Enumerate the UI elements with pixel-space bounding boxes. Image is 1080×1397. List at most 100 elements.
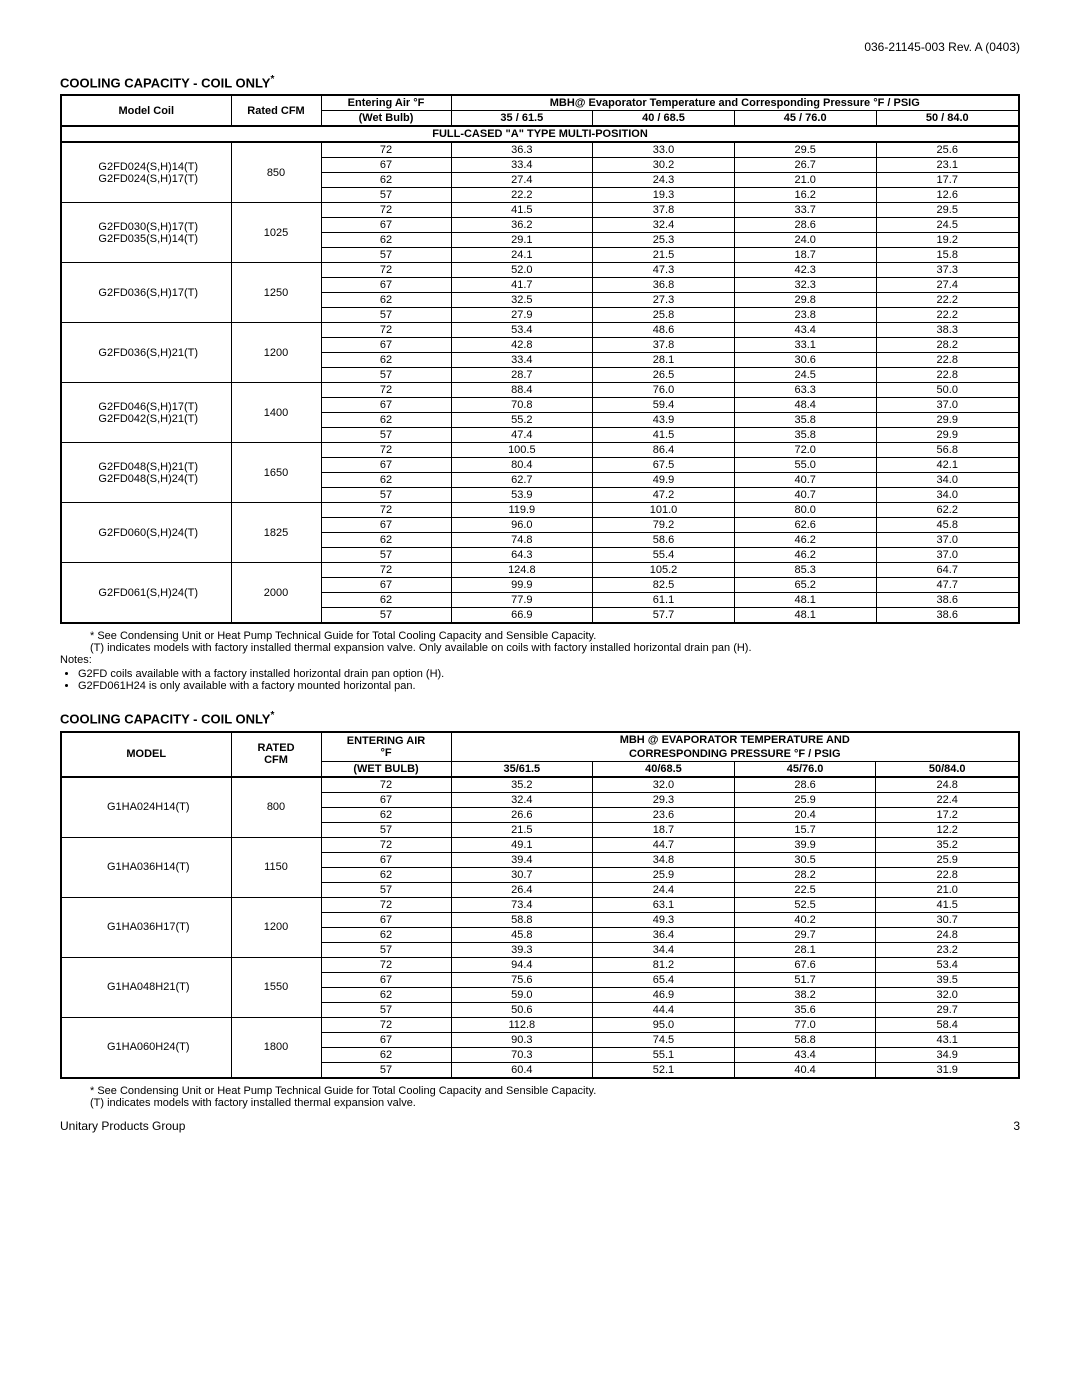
- cell: 81.2: [593, 957, 735, 972]
- cell: 46.2: [734, 548, 876, 563]
- cell: 96.0: [451, 518, 593, 533]
- cell: 57: [321, 368, 451, 383]
- cell: 33.4: [451, 158, 593, 173]
- cell: 48.1: [734, 608, 876, 624]
- cell: 29.8: [734, 293, 876, 308]
- cell: 74.5: [593, 1032, 735, 1047]
- cell: 800: [231, 777, 321, 838]
- notes2-star2: (T) indicates models with factory instal…: [90, 1097, 1020, 1109]
- cell: 50/84.0: [876, 761, 1019, 777]
- cell: FULL-CASED "A" TYPE MULTI-POSITION: [61, 126, 1019, 142]
- cell: 45 / 76.0: [734, 111, 876, 127]
- cell: 57: [321, 248, 451, 263]
- cell: 55.4: [593, 548, 735, 563]
- cell: 55.2: [451, 413, 593, 428]
- cell: 21.0: [734, 173, 876, 188]
- cell: 62: [321, 413, 451, 428]
- cell: 67: [321, 1032, 451, 1047]
- cell: 17.2: [876, 807, 1019, 822]
- cell: 53.4: [451, 323, 593, 338]
- cell: G2FD030(S,H)17(T)G2FD035(S,H)14(T): [61, 203, 231, 263]
- cell: 49.1: [451, 837, 593, 852]
- cell: 99.9: [451, 578, 593, 593]
- cell: 34.4: [593, 942, 735, 957]
- cell: 23.8: [734, 308, 876, 323]
- cell: 27.4: [876, 278, 1019, 293]
- cell: 37.8: [593, 338, 735, 353]
- cell: G2FD036(S,H)17(T): [61, 263, 231, 323]
- cell: 80.0: [734, 503, 876, 518]
- cell: 1650: [231, 443, 321, 503]
- cell: 40.7: [734, 473, 876, 488]
- cell: 35.8: [734, 413, 876, 428]
- cell: 23.2: [876, 942, 1019, 957]
- cell: 50.0: [876, 383, 1019, 398]
- cell: 47.2: [593, 488, 735, 503]
- cell: 24.5: [734, 368, 876, 383]
- cell: 95.0: [593, 1017, 735, 1032]
- cell: 30.7: [876, 912, 1019, 927]
- cell: 24.3: [593, 173, 735, 188]
- cell: RATEDCFM: [231, 732, 321, 777]
- cell: 40 / 68.5: [593, 111, 735, 127]
- cell: 37.0: [876, 398, 1019, 413]
- cell: 43.1: [876, 1032, 1019, 1047]
- cell: 67: [321, 218, 451, 233]
- cell: 42.8: [451, 338, 593, 353]
- table1: Model CoilRated CFMEntering Air °FMBH@ E…: [60, 94, 1020, 624]
- cell: 39.4: [451, 852, 593, 867]
- notes1-label: Notes:: [60, 654, 1020, 666]
- cell: 57: [321, 1062, 451, 1078]
- cell: 1550: [231, 957, 321, 1017]
- cell: 19.2: [876, 233, 1019, 248]
- cell: 32.4: [593, 218, 735, 233]
- cell: 30.2: [593, 158, 735, 173]
- cell: 37.3: [876, 263, 1019, 278]
- cell: 65.2: [734, 578, 876, 593]
- cell: 72: [321, 443, 451, 458]
- notes1-bullets: G2FD coils available with a factory inst…: [78, 668, 1020, 692]
- cell: 57: [321, 1002, 451, 1017]
- cell: 124.8: [451, 563, 593, 578]
- cell: 57: [321, 822, 451, 837]
- cell: 30.6: [734, 353, 876, 368]
- cell: 35.8: [734, 428, 876, 443]
- cell: 64.7: [876, 563, 1019, 578]
- cell: 77.9: [451, 593, 593, 608]
- cell: 63.1: [593, 897, 735, 912]
- cell: 57: [321, 308, 451, 323]
- cell: 32.3: [734, 278, 876, 293]
- cell: 46.2: [734, 533, 876, 548]
- cell: 57: [321, 882, 451, 897]
- cell: 62: [321, 533, 451, 548]
- cell: 22.2: [451, 188, 593, 203]
- cell: Entering Air °F: [321, 95, 451, 111]
- cell: 28.2: [876, 338, 1019, 353]
- cell: 62: [321, 987, 451, 1002]
- notes1-star1: * See Condensing Unit or Heat Pump Techn…: [90, 630, 1020, 642]
- cell: 24.8: [876, 927, 1019, 942]
- cell: 62: [321, 353, 451, 368]
- cell: 72: [321, 957, 451, 972]
- cell: 31.9: [876, 1062, 1019, 1078]
- cell: 1250: [231, 263, 321, 323]
- cell: 49.3: [593, 912, 735, 927]
- cell: 12.6: [876, 188, 1019, 203]
- cell: 74.8: [451, 533, 593, 548]
- cell: 50 / 84.0: [876, 111, 1019, 127]
- cell: 36.4: [593, 927, 735, 942]
- cell: 35/61.5: [451, 761, 593, 777]
- cell: 55.1: [593, 1047, 735, 1062]
- cell: 42.1: [876, 458, 1019, 473]
- cell: 56.8: [876, 443, 1019, 458]
- cell: 26.7: [734, 158, 876, 173]
- cell: 22.8: [876, 353, 1019, 368]
- cell: 38.6: [876, 593, 1019, 608]
- cell: 35.2: [451, 777, 593, 793]
- notes1-star2: (T) indicates models with factory instal…: [90, 642, 1020, 654]
- cell: 58.6: [593, 533, 735, 548]
- cell: 34.0: [876, 488, 1019, 503]
- cell: 29.1: [451, 233, 593, 248]
- section1-star: *: [270, 74, 274, 85]
- cell: 52.1: [593, 1062, 735, 1078]
